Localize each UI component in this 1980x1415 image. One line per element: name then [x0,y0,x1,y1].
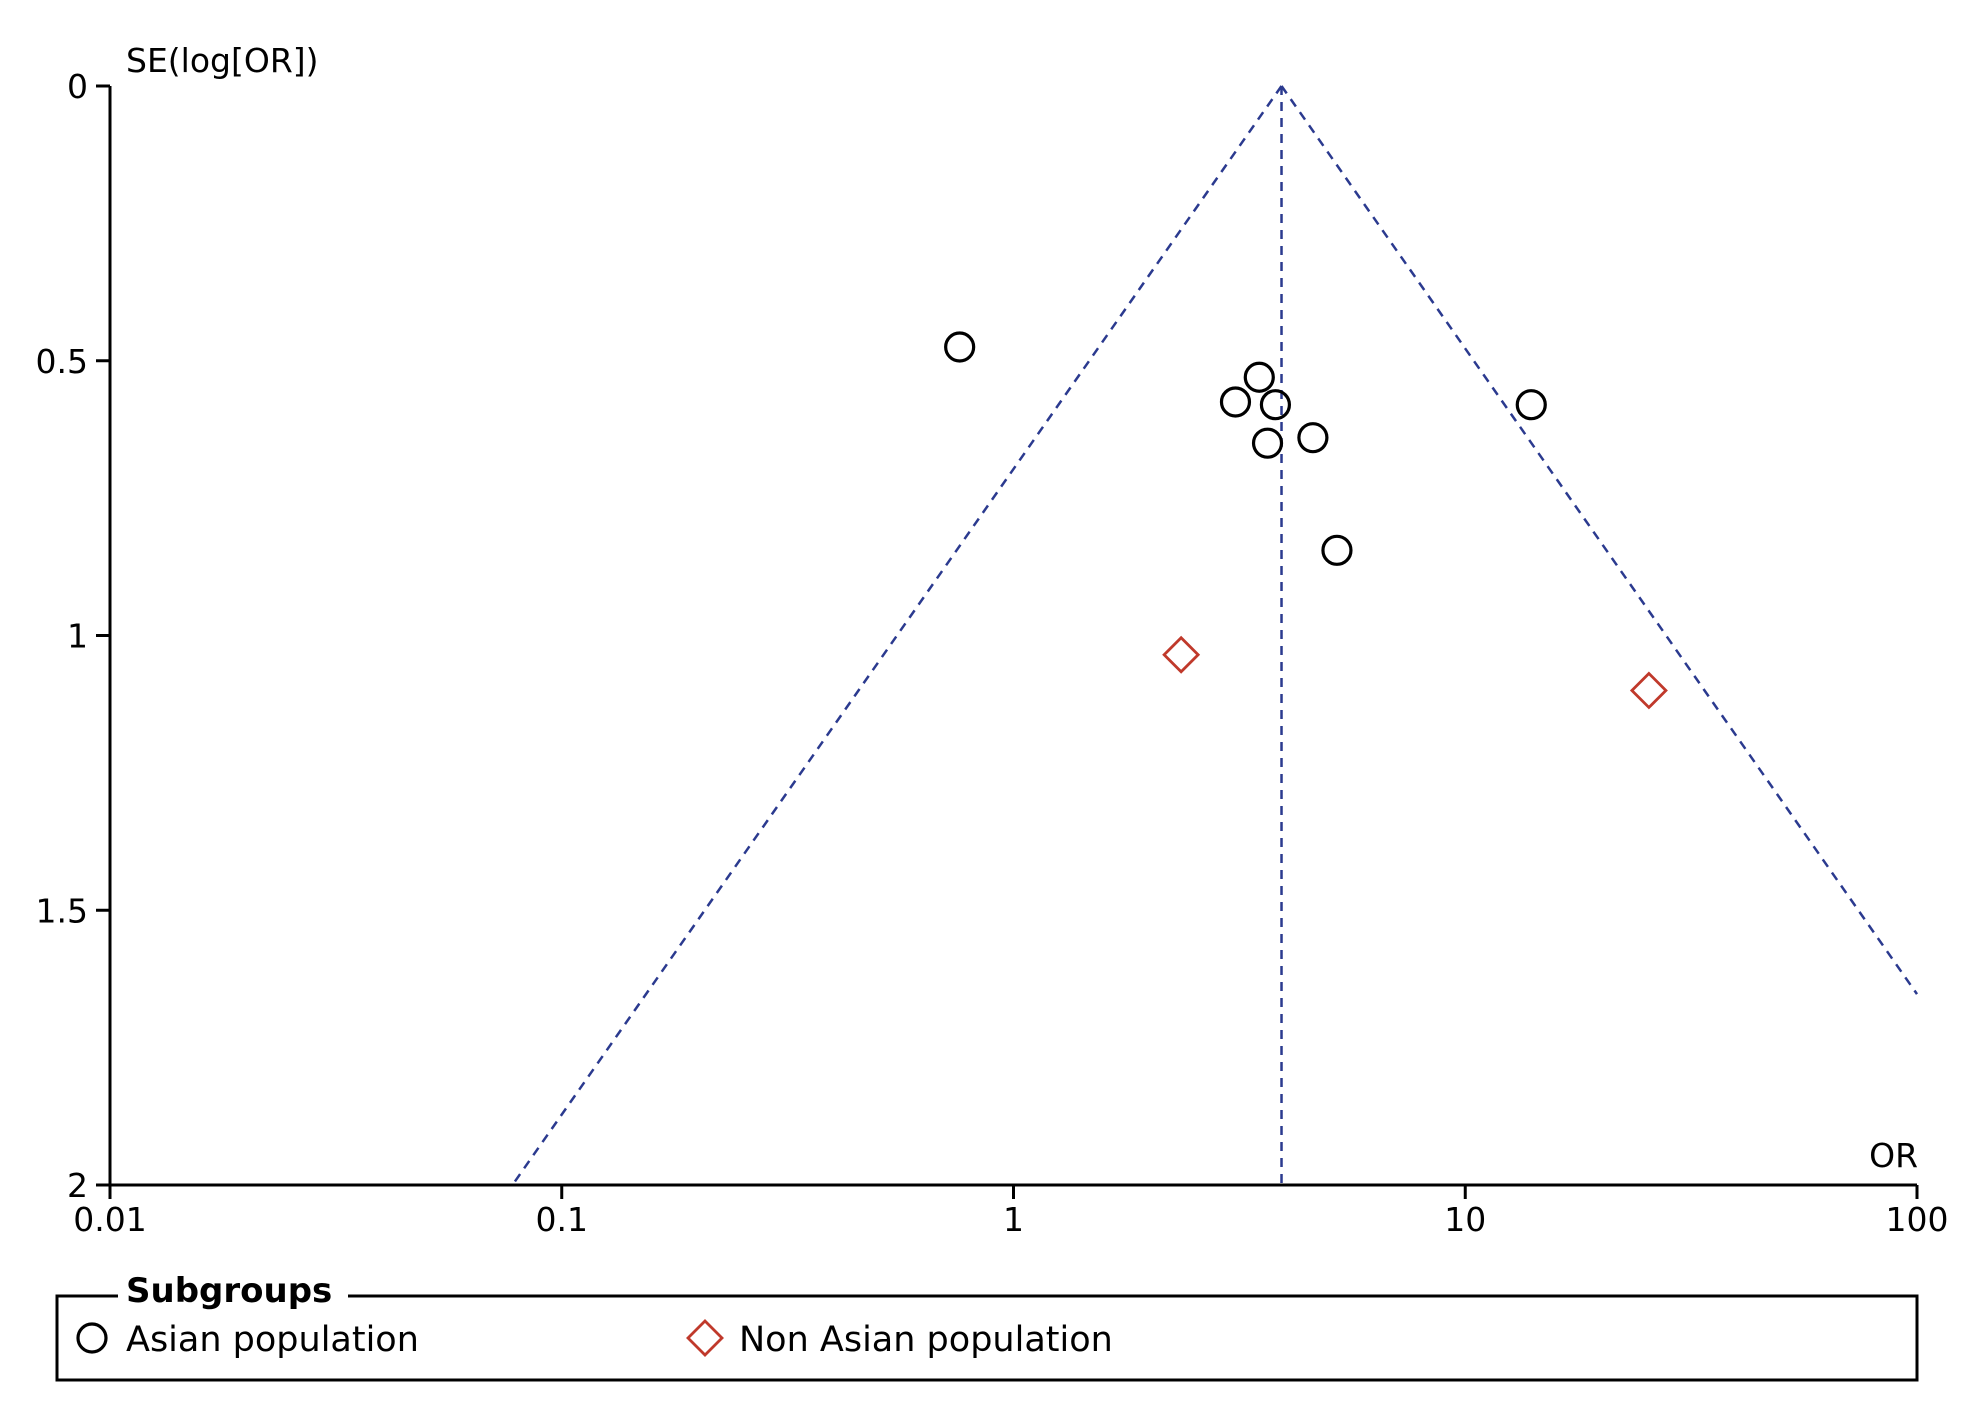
y-tick-label: 0.5 [36,342,88,381]
data-point-circle [1251,427,1284,459]
data-point-circle [1297,422,1329,454]
legend-circle-icon [76,1322,108,1354]
data-point-diamond [1629,671,1668,710]
series-circle [944,331,1547,566]
legend-items: Asian population Non Asian population [76,1319,1113,1360]
data-point-circle [1243,361,1275,393]
series-diamond [1162,635,1668,710]
y-tick-label: 2 [67,1166,88,1205]
legend-box [55,1294,1919,1382]
funnel-right-boundary [1280,85,1919,995]
funnel-guides [511,85,1919,1186]
y-tick-label: 0 [67,67,88,106]
x-axis-title: OR [1869,1136,1918,1175]
x-tick-label: 0.1 [536,1200,588,1239]
y-axis-title: SE(log[OR]) [126,41,319,80]
legend-title-background [118,1282,348,1310]
legend-title: Subgroups [126,1271,332,1311]
data-point-circle [1321,534,1353,566]
x-tick-label: 100 [1886,1200,1949,1239]
y-tick-label: 1.5 [36,891,88,930]
legend: Subgroups Asian population Non Asian popu… [55,1271,1919,1382]
data-point-circle [944,331,976,363]
legend-label: Asian population [126,1320,419,1360]
funnel-left-boundary [511,85,1283,1186]
x-tick-label: 0.01 [73,1200,146,1239]
data-point-diamond [1162,635,1201,674]
data-point-circle [1259,389,1292,421]
x-tick-label: 1 [1003,1200,1024,1239]
data-point-circle [1515,389,1547,421]
data-point-circle [1219,386,1252,418]
legend-label: Non Asian population [739,1320,1113,1360]
data-points [944,331,1668,710]
x-axis-ticks: 0.01 0.1 1 10 100 [73,1185,1949,1239]
y-axis-ticks: 0 0.5 1 1.5 2 [36,67,110,1205]
axes: 0.01 0.1 1 10 100 0 0.5 1 1.5 2 SE(log[OR]) OR [36,41,1949,1239]
y-tick-label: 1 [67,617,88,656]
legend-diamond-icon [686,1319,724,1357]
x-tick-label: 10 [1444,1200,1486,1239]
